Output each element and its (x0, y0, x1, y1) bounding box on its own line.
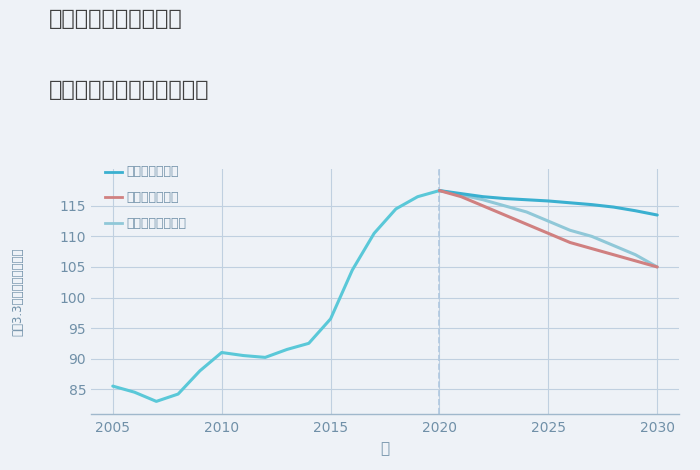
X-axis label: 年: 年 (380, 441, 390, 456)
Text: ノーマルシナリオ: ノーマルシナリオ (126, 217, 186, 230)
Text: 兵庫県姫路市宮上町の: 兵庫県姫路市宮上町の (49, 9, 183, 30)
Text: 坪（3.3㎡）単価（万円）: 坪（3.3㎡）単価（万円） (11, 247, 24, 336)
Text: グッドシナリオ: グッドシナリオ (126, 165, 178, 178)
Text: バッドシナリオ: バッドシナリオ (126, 191, 178, 204)
Text: 中古マンションの価格推移: 中古マンションの価格推移 (49, 80, 209, 100)
